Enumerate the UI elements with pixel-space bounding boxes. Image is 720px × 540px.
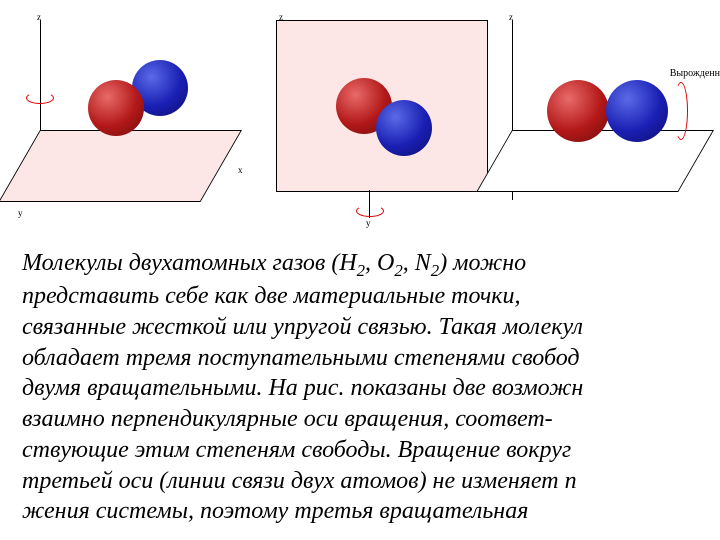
axis-y-label: y bbox=[18, 208, 23, 218]
text-line-8: третьей оси (линии связи двух атомов) не… bbox=[22, 468, 577, 494]
text-line-7: ствующие этим степеням свободы. Вращение… bbox=[22, 437, 571, 463]
atom-blue bbox=[376, 100, 432, 156]
text-line-1d: ) можно bbox=[439, 250, 526, 276]
axis-z-label: z bbox=[279, 12, 283, 22]
text-line-2: представить себе как две материальные то… bbox=[22, 283, 521, 309]
xy-plane bbox=[476, 130, 714, 192]
text-line-6: взаимно перпендикулярные оси вращения, с… bbox=[22, 406, 553, 432]
figures-row: z x y z x y z Вырожденн bbox=[0, 0, 720, 240]
subscript-2: 2 bbox=[431, 261, 439, 280]
rotation-arc-icon bbox=[26, 92, 54, 104]
text-line-3: связанные жесткой или упругой связью. Та… bbox=[22, 314, 583, 340]
text-line-9: жения системы, поэтому третья вращательн… bbox=[22, 498, 528, 524]
axis-z-label: z bbox=[509, 12, 513, 22]
figure-rotation-z: z x y bbox=[20, 10, 248, 230]
rotation-arc-icon bbox=[674, 82, 688, 140]
degenerate-label: Вырожденн bbox=[670, 68, 720, 79]
subscript-2: 2 bbox=[394, 261, 402, 280]
body-paragraph: Молекулы двухатомных газов (H2, O2, N2) … bbox=[0, 240, 720, 527]
axis-z-label: z bbox=[37, 12, 41, 22]
xy-plane bbox=[0, 130, 242, 202]
text-line-5: двумя вращательными. На рис. показаны дв… bbox=[22, 375, 583, 401]
text-line-4: обладает тремя поступательными степенями… bbox=[22, 345, 580, 371]
text-line-1c: , N bbox=[403, 250, 431, 276]
axis-y-label: y bbox=[366, 218, 371, 228]
rotation-arc-icon bbox=[356, 205, 384, 217]
text-line-1a: Молекулы двухатомных газов (H bbox=[22, 250, 357, 276]
text-line-1b: , O bbox=[365, 250, 394, 276]
figure-rotation-y: z x y bbox=[256, 10, 484, 230]
atom-blue bbox=[606, 80, 668, 142]
subscript-2: 2 bbox=[357, 261, 365, 280]
figure-rotation-bond-axis: z Вырожденн bbox=[492, 10, 720, 230]
axis-x-label: x bbox=[238, 165, 243, 175]
atom-red bbox=[88, 80, 144, 136]
atom-red bbox=[547, 80, 609, 142]
